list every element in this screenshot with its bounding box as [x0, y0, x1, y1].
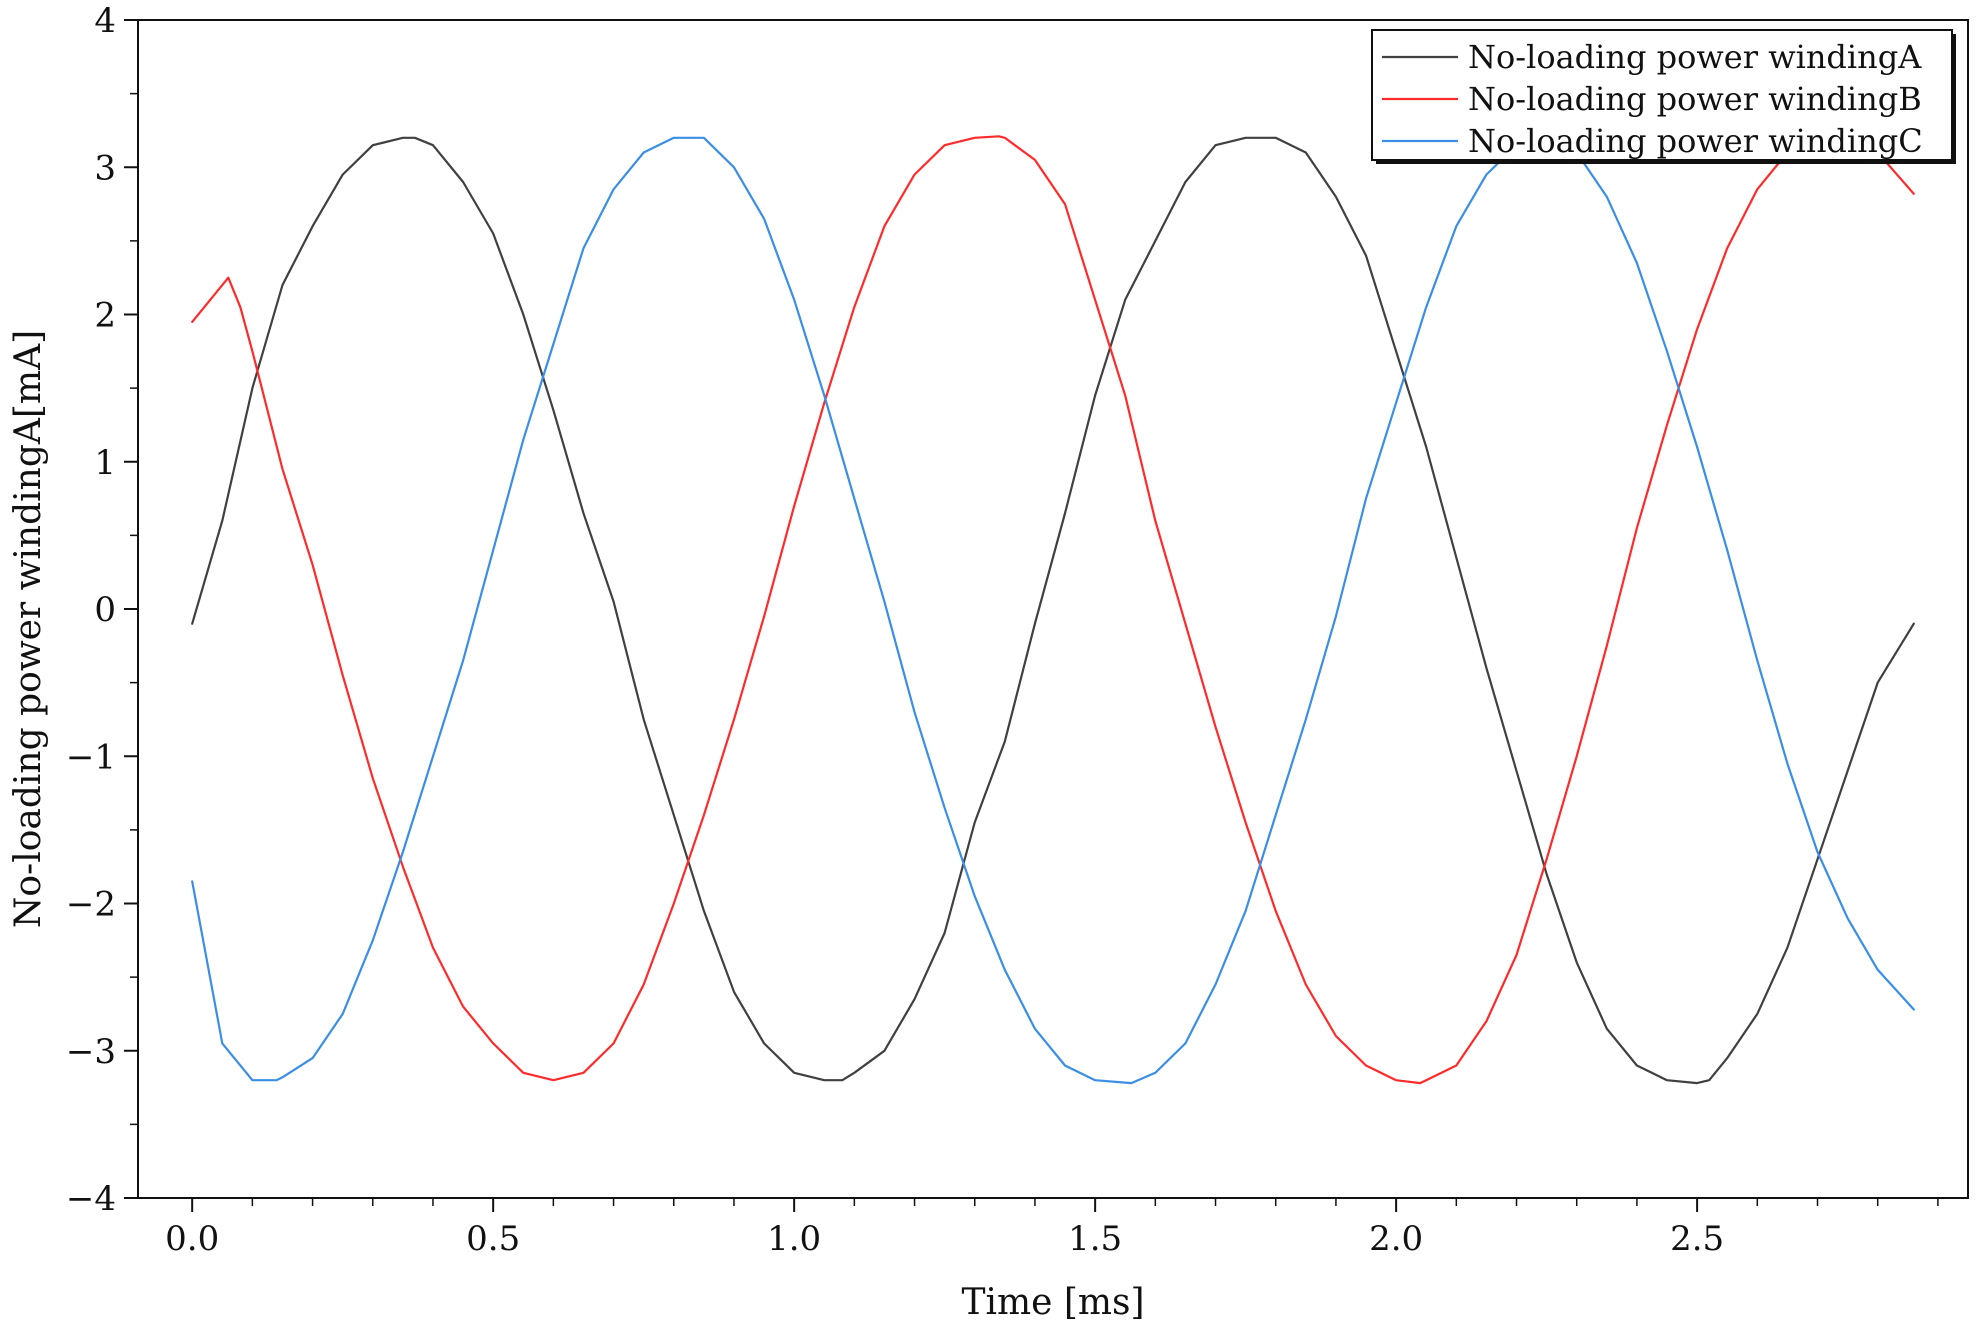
legend-label: No-loading power windingB — [1468, 80, 1922, 118]
y-tick-label: 1 — [94, 443, 116, 483]
x-axis-title: Time [ms] — [961, 1282, 1144, 1323]
x-tick-label: 1.5 — [1068, 1219, 1122, 1259]
legend-box — [1371, 29, 1953, 161]
x-tick-label: 2.0 — [1369, 1219, 1423, 1259]
y-tick-label: −1 — [66, 737, 116, 777]
legend: No-loading power windingA No-loading powe… — [1371, 29, 1956, 164]
y-tick-label: 3 — [94, 148, 116, 188]
x-tick-label: 0.0 — [165, 1219, 219, 1259]
legend-items: No-loading power windingA No-loading powe… — [1382, 38, 1923, 160]
series-layer — [191, 135, 1915, 1085]
y-tick-label: 0 — [94, 590, 116, 630]
y-tick-label: 4 — [94, 1, 116, 41]
series-line-c — [191, 136, 1915, 1085]
x-tick-label: 2.5 — [1670, 1219, 1724, 1259]
y-axis-title: No-loading power windingA[mA] — [8, 330, 49, 928]
legend-label: No-loading power windingA — [1468, 38, 1922, 76]
axis-ticks: 0.0 0.5 1.0 1.5 2.0 2.5 −4 −3 −2 −1 0 1 2 3 4 — [66, 1, 1939, 1259]
y-tick-label: −2 — [66, 885, 116, 925]
y-tick-label: 2 — [94, 296, 116, 336]
legend-label: No-loading power windingC — [1468, 122, 1923, 160]
y-tick-label: −3 — [66, 1032, 116, 1072]
y-tick-label: −4 — [66, 1179, 116, 1219]
x-tick-label: 0.5 — [466, 1219, 520, 1259]
series-line-a — [191, 136, 1915, 1085]
x-tick-label: 1.0 — [767, 1219, 821, 1259]
series-line-b — [191, 135, 1915, 1085]
